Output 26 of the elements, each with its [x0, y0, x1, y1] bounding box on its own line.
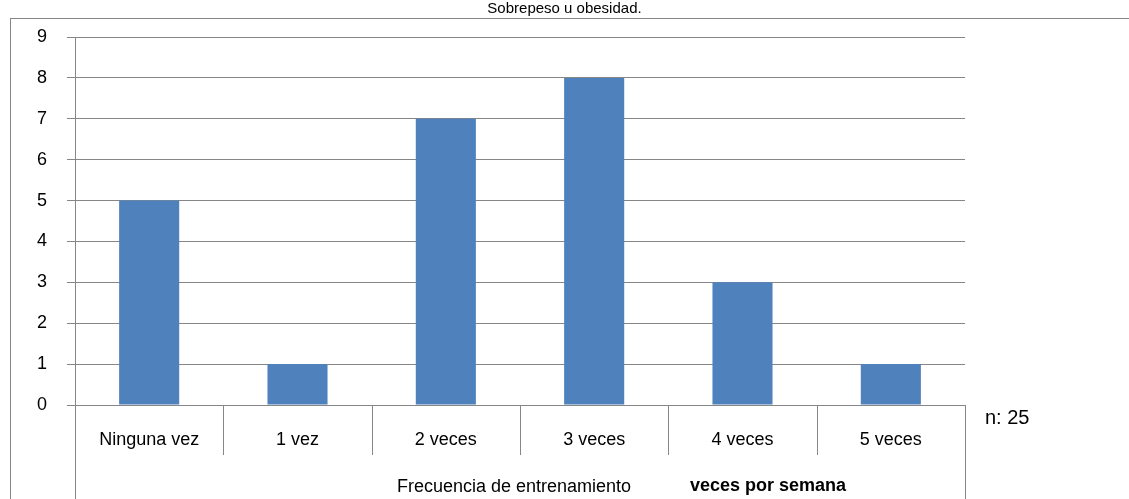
x-tick-label: 2 veces — [414, 428, 477, 449]
y-tick-label: 3 — [36, 271, 47, 292]
x-axis-title: Frecuencia de entrenamiento — [396, 475, 632, 496]
bar — [415, 118, 476, 405]
y-tick-label: 6 — [36, 148, 47, 169]
bar — [564, 77, 625, 405]
y-tick-label: 7 — [36, 107, 47, 128]
x-tick-label: 5 veces — [859, 428, 922, 449]
bar — [860, 364, 921, 405]
x-tick-label: Ninguna vez — [99, 428, 200, 449]
text: n: 25 — [985, 405, 1030, 428]
chart-title: Sobrepeso u obesidad. — [487, 0, 642, 17]
text: veces por semana — [690, 474, 848, 495]
bar — [119, 200, 180, 405]
x-tick-label: 4 veces — [711, 428, 774, 449]
y-tick-label: 5 — [36, 189, 47, 210]
x-tick-label: 3 veces — [563, 428, 626, 449]
y-tick-label: 4 — [36, 230, 47, 251]
bar — [267, 364, 328, 405]
y-tick-label: 2 — [36, 312, 47, 333]
bar — [712, 282, 773, 405]
y-tick-label: 1 — [36, 353, 47, 374]
y-tick-label: 8 — [36, 66, 47, 87]
y-tick-label: 9 — [36, 25, 47, 46]
y-tick-label: 0 — [36, 393, 47, 414]
x-tick-label: 1 vez — [275, 428, 320, 449]
